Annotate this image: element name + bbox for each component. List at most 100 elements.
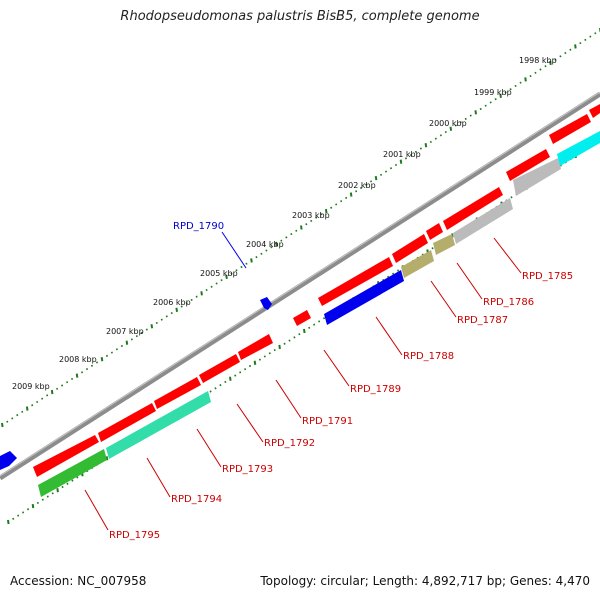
scale-tick [514,84,517,88]
scale-tick [180,305,183,308]
gene-feature-rpd-1788b[interactable] [392,234,428,263]
gene-label-rpd-1793[interactable]: RPD_1793 [222,464,273,475]
gene-label-rpd-1790[interactable]: RPD_1790 [173,221,224,232]
gene-feature-rpd-1785[interactable] [506,149,550,181]
scale-tick [529,75,532,78]
scale-tick [66,381,69,384]
scale-tick [214,387,217,390]
gene-feature-right-red-2[interactable] [589,104,600,118]
gene-feature-rpd-1790[interactable] [260,297,272,310]
scale-tick [155,321,158,325]
scale-tick [464,117,467,120]
scale-tick [205,288,208,292]
scale-tick [36,400,39,404]
scale-tick [250,258,253,263]
scale-tick [41,397,44,400]
scale-tick [315,216,318,219]
gene-label-rpd-1794[interactable]: RPD_1794 [171,494,222,505]
scale-tick [340,200,343,203]
scale-tick [209,390,212,393]
gene-feature-rpd-1791[interactable] [199,354,240,383]
gene-label-rpd-1785[interactable]: RPD_1785 [522,271,573,282]
scale-tick [268,352,271,355]
scale-tick [499,93,502,98]
gene-label-rpd-1795[interactable]: RPD_1795 [109,530,160,541]
gene-feature-rpd-1788[interactable] [324,270,404,325]
gene-feature-cyan[interactable] [557,131,600,166]
scale-tick [589,35,592,38]
gene-label-rpd-1791[interactable]: RPD_1791 [302,416,353,427]
scale-tick [17,514,20,517]
map-title: Rhodopseudomonas palustris BisB5, comple… [120,9,480,24]
scale-label: 2007 kbp [106,327,144,336]
gene-feature-right-red[interactable] [549,114,591,144]
scale-tick [384,170,388,173]
gene-feature-rpd-1786[interactable] [453,198,513,244]
outer-scale-ticks [1,28,600,428]
gene-feature-grey-2[interactable] [513,158,561,196]
scale-tick [439,134,442,137]
gene-feature-rpd-1791b[interactable] [238,334,273,360]
gene-feature-rpd-1787[interactable] [401,250,434,278]
gene-label-rpd-1786[interactable]: RPD_1786 [483,297,534,308]
gene-label-rpd-1787[interactable]: RPD_1787 [457,315,508,326]
gene-label-rpd-1792[interactable]: RPD_1792 [264,438,315,449]
scale-tick [71,377,74,380]
scale-tick [324,208,328,214]
scale-tick [419,147,422,150]
gene-feature-rpd-1795-red[interactable] [33,435,99,477]
scale-tick [510,196,513,199]
scale-tick [414,150,417,153]
scale-tick [195,295,198,298]
scale-tick [494,98,497,101]
gene-feature-rpd-1786b[interactable] [443,187,503,230]
scale-tick [135,335,138,338]
scale-tick [409,154,412,157]
scale-tick [308,326,311,329]
gene-feature-rpd-1792[interactable] [154,377,201,409]
scale-tick [584,38,587,41]
gene-feature-rpd-1789[interactable] [318,257,393,306]
scale-tick [31,404,34,407]
scale-tick [379,173,383,176]
gene-label-rpd-1789[interactable]: RPD_1789 [350,384,401,395]
scale-tick [258,358,261,361]
scale-tick [330,206,333,209]
scale-tick [394,163,398,167]
gene-feature-small[interactable] [293,310,311,326]
gene-feature-rpd-1794[interactable] [106,391,211,459]
scale-tick [489,101,492,104]
gene-feature-rpd-1787c[interactable] [433,234,455,255]
scale-label: 2002 kbp [338,181,376,190]
scale-tick [56,387,59,390]
scale-tick [300,225,303,230]
scale-tick [564,51,567,55]
scale-label: 2005 kbp [200,269,238,278]
scale-tick [335,203,338,206]
scale-tick [594,32,597,35]
scale-tick [260,252,263,255]
scale-tick [360,186,363,190]
gene-feature-rpd-1795[interactable] [38,449,107,497]
gene-feature-rpd-1787b[interactable] [426,223,443,240]
scale-tick [544,65,547,68]
scale-tick [239,371,242,374]
scale-tick [524,77,527,82]
scale-tick [248,364,252,368]
scale-tick [313,323,316,326]
scale-label: 2004 kbp [246,240,284,249]
scale-tick [504,91,507,94]
scale-tick [170,312,173,315]
scale-tick [190,298,193,301]
scale-tick [46,394,49,397]
gene-label-rpd-1788[interactable]: RPD_1788 [403,351,454,362]
scale-tick [389,167,393,170]
scale-tick [539,68,542,71]
scale-tick [31,503,35,509]
gene-feature-left-edge[interactable] [0,451,17,470]
scale-tick [320,213,323,216]
scale-tick [50,389,54,395]
scale-tick [255,256,258,259]
scale-tick [283,342,286,345]
gene-feature-rpd-1793[interactable] [98,403,156,442]
